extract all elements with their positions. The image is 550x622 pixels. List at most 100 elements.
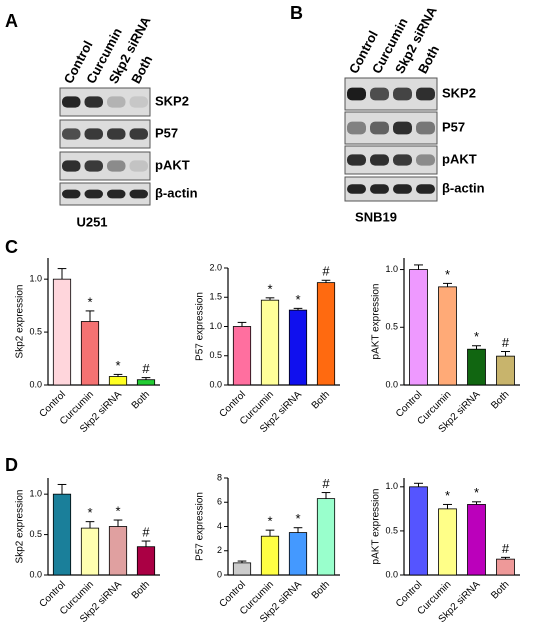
blot-band [62,189,81,199]
blot-band [347,184,366,194]
cell-line-label: U251 [76,214,107,229]
blot-band [393,121,412,135]
y-tick-label: 0 [217,569,222,579]
bar [52,278,72,386]
protein-label: β-actin [442,180,485,195]
blot-band [370,154,389,166]
significance-mark: # [322,264,330,279]
significance-mark: * [474,485,479,500]
y-tick-label: 4 [217,521,222,531]
blot-band [84,160,103,172]
bar [496,355,515,386]
y-tick-label: 1.0 [29,489,42,499]
y-tick-label: 2.0 [209,262,222,272]
bar [136,546,156,576]
bar [260,535,280,576]
bar [260,299,280,386]
bar [80,527,100,576]
significance-mark: * [115,358,120,373]
bar [136,379,156,386]
significance-mark: * [474,329,479,344]
bar [52,493,72,576]
significance-mark: * [445,488,450,503]
blot-band [347,154,366,166]
y-tick-label: 1.5 [209,292,222,302]
significance-mark: * [295,292,300,307]
significance-mark: * [87,294,92,309]
blot-band [416,184,435,194]
y-tick-label: 0.0 [209,379,222,389]
significance-mark: # [502,541,510,556]
y-tick-label: 0.0 [385,379,398,389]
bar [288,309,308,386]
protein-label: β-actin [155,185,198,200]
protein-label: pAKT [442,151,477,166]
y-tick-label: 0.5 [385,525,398,535]
panel-label: D [5,455,18,475]
y-tick-label: 1.0 [385,481,398,491]
y-axis-label: P57 expression [195,492,206,561]
bar [232,326,252,386]
x-tick-label: Both [489,579,511,601]
blot-band [347,121,366,135]
blot-band [129,189,148,199]
bar [80,321,100,386]
x-tick-label: Both [130,579,152,601]
bar [108,526,128,576]
panel-label: C [5,237,18,257]
y-tick-label: 0.0 [29,569,42,579]
protein-label: SKP2 [155,93,189,108]
blot-band [84,189,103,199]
blot-band [416,87,435,101]
bar [232,562,252,576]
blot-band [129,96,148,108]
significance-mark: # [502,335,510,350]
y-tick-label: 0.5 [385,322,398,332]
panel-label: B [290,3,303,23]
bar [467,504,486,576]
y-tick-label: 8 [217,472,222,482]
blot-band [393,87,412,101]
protein-label: P57 [155,125,178,140]
y-tick-label: 0.0 [385,569,398,579]
blot-band [84,96,103,108]
blot-band [84,128,103,140]
bar [438,286,457,386]
bar [496,558,515,576]
blot-band [347,87,366,101]
bar [288,532,308,576]
cell-line-label: SNB19 [355,209,397,224]
significance-mark: * [267,514,272,529]
significance-mark: * [267,281,272,296]
y-axis-label: pAKT expression [371,284,382,360]
bar [316,282,336,386]
blot-band [62,128,81,140]
blot-band [107,128,126,140]
blot-band [416,121,435,135]
significance-mark: * [115,503,120,518]
y-tick-label: 1.0 [29,274,42,284]
x-tick-label: Both [130,389,152,411]
x-tick-label: Both [310,389,332,411]
protein-label: pAKT [155,157,190,172]
blot-band [62,160,81,172]
blot-band [393,184,412,194]
blot-band [370,184,389,194]
y-tick-label: 0.5 [29,326,42,336]
significance-mark: * [87,505,92,520]
y-tick-label: 0.5 [29,529,42,539]
y-tick-label: 1.0 [209,321,222,331]
blot-band [129,160,148,172]
significance-mark: # [322,476,330,491]
bar [316,498,336,576]
y-axis-label: pAKT expression [371,489,382,565]
blot-band [370,87,389,101]
x-tick-label: Both [489,389,511,411]
y-tick-label: 1.0 [385,264,398,274]
blot-band [370,121,389,135]
bar [438,508,457,576]
blot-band [107,96,126,108]
significance-mark: * [295,511,300,526]
significance-mark: # [142,524,150,539]
